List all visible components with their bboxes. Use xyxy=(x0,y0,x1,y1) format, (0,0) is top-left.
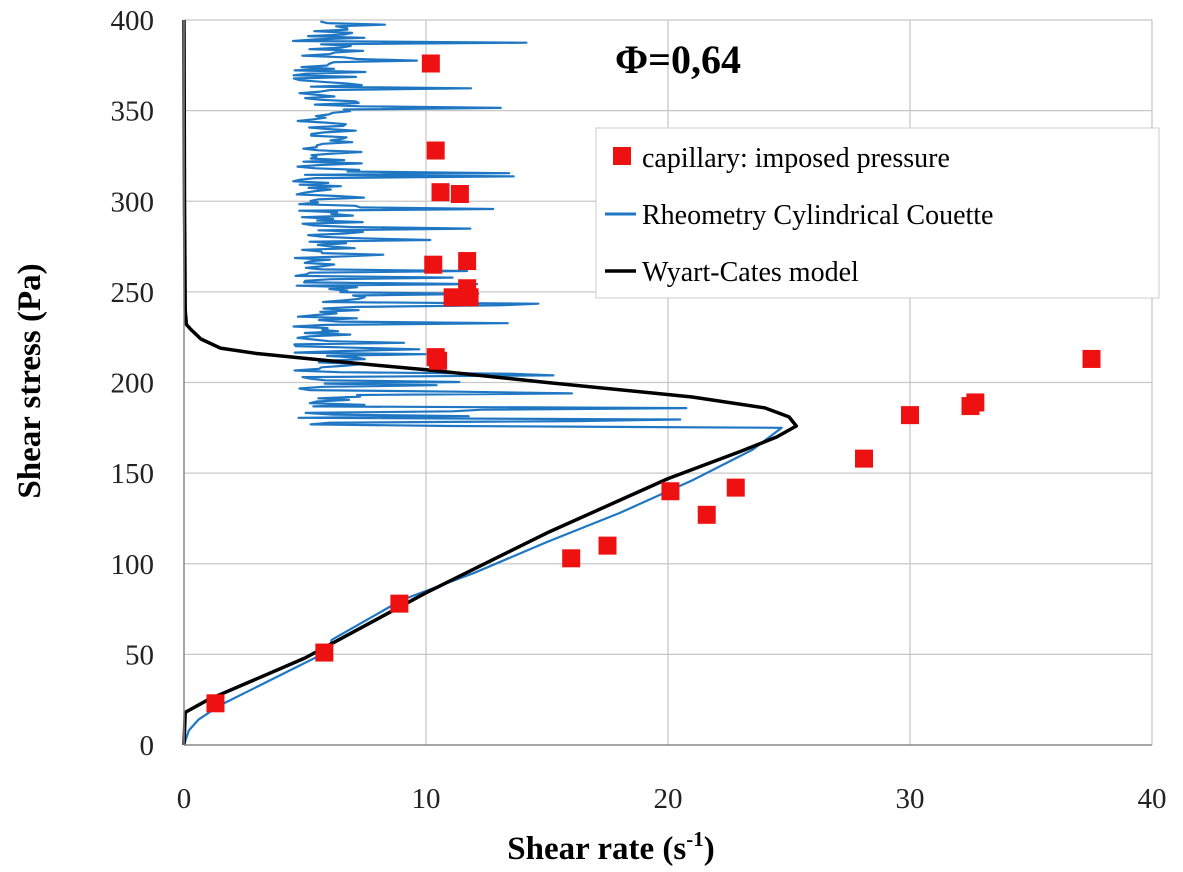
legend: capillary: imposed pressure Rheometry Cy… xyxy=(595,127,1160,299)
data-point-capillary xyxy=(315,643,334,662)
data-point-capillary xyxy=(424,255,443,274)
data-point-capillary xyxy=(598,536,617,555)
data-point-capillary xyxy=(458,252,477,271)
data-point-capillary xyxy=(206,694,225,713)
legend-label-capillary: capillary: imposed pressure xyxy=(642,143,950,174)
x-tick-label: 20 xyxy=(654,783,683,815)
x-tick-label: 30 xyxy=(896,783,925,815)
legend-box xyxy=(595,127,1160,299)
series-layer xyxy=(182,19,1101,746)
data-point-capillary xyxy=(431,183,450,202)
data-point-capillary xyxy=(421,54,440,73)
data-point-capillary xyxy=(966,393,985,412)
phi-annotation: Φ=0,64 xyxy=(615,37,741,82)
legend-label-wyart-cates: Wyart-Cates model xyxy=(642,257,859,288)
y-tick-label: 100 xyxy=(111,549,155,581)
y-axis-title: Shear stress (Pa) xyxy=(12,263,48,498)
data-point-capillary xyxy=(855,449,874,468)
x-axis-title: Shear rate (s-1) xyxy=(507,827,715,867)
y-tick-label: 400 xyxy=(111,5,155,37)
data-point-capillary xyxy=(429,351,448,370)
data-point-capillary xyxy=(443,288,462,307)
data-point-capillary xyxy=(458,279,477,298)
y-tick-label: 200 xyxy=(111,368,155,400)
axes xyxy=(183,20,1152,746)
y-tick-label: 150 xyxy=(111,458,155,490)
y-tick-label: 300 xyxy=(111,186,155,218)
y-tick-label: 350 xyxy=(111,96,155,128)
data-point-capillary xyxy=(1082,349,1101,368)
series-line-rheometry-cylindrical-couette xyxy=(182,20,783,746)
tick-labels: 0 50 100 150 200 250 300 350 400 0 10 20 30 40 xyxy=(111,5,1167,815)
x-tick-label: 40 xyxy=(1138,783,1167,815)
data-point-capillary xyxy=(901,406,919,425)
data-point-capillary xyxy=(697,505,716,524)
y-tick-label: 0 xyxy=(140,730,155,762)
data-point-capillary xyxy=(726,478,745,497)
data-point-capillary xyxy=(562,549,581,568)
data-point-capillary xyxy=(661,482,680,501)
data-point-capillary xyxy=(426,141,445,160)
x-tick-label: 0 xyxy=(177,783,192,815)
data-point-capillary xyxy=(450,185,469,203)
legend-marker-capillary xyxy=(613,147,631,165)
data-point-capillary xyxy=(390,594,409,613)
x-tick-label: 10 xyxy=(412,783,441,815)
legend-label-rheometry: Rheometry Cylindrical Couette xyxy=(642,200,993,231)
y-tick-label: 50 xyxy=(125,639,154,671)
y-tick-label: 250 xyxy=(111,277,155,309)
